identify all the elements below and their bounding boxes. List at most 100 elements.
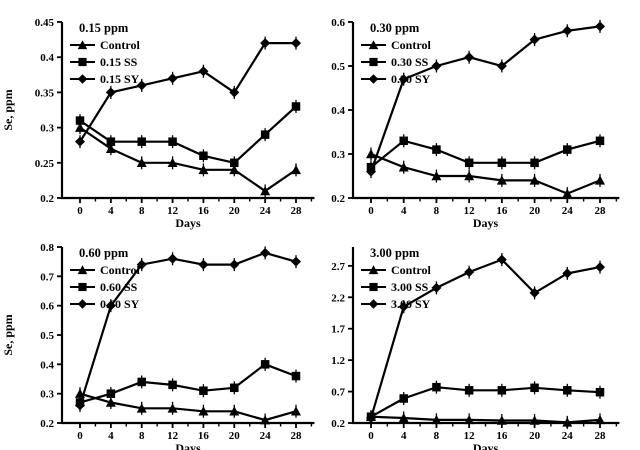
x-tick-label: 16 [198,205,210,217]
x-tick-label: 12 [464,430,476,442]
legend: 0.60 ppm Control 0.60 SS 0.60 SY [70,246,140,311]
y-tick-label: 0.8 [40,242,54,254]
diamond-legend-marker-icon [77,74,88,84]
diamond-marker-icon [167,253,178,264]
triangle-marker-icon [75,122,85,132]
x-tick-label: 12 [464,205,476,217]
square-marker-icon [399,136,408,146]
y-tick-label: 0.5 [40,330,54,342]
diamond-legend-marker-icon [368,74,379,84]
y-tick-label: 0.3 [331,149,345,161]
series-control [75,121,301,198]
diamond-marker-icon [496,61,507,71]
legend-label: 0.30 SY [391,72,431,86]
x-tick-label: 8 [139,430,145,442]
legend-label: 0.30 SS [391,55,429,69]
triangle-marker-icon [431,171,442,181]
chart-title: 0.30 ppm [370,21,420,35]
y-tick-label: 0.3 [40,389,54,401]
square-marker-icon [168,137,177,146]
y-tick-label: 1.7 [331,324,345,336]
diamond-marker-icon [398,74,409,85]
triangle-legend-marker-icon [368,40,379,50]
x-axis-label: Days [473,216,499,230]
triangle-marker-icon [105,397,116,407]
triangle-marker-icon [291,406,301,416]
series-line [79,41,296,143]
chart-0-15-ppm: 0.2 0.25 0.3 0.35 0.4 0.45 0 4 8 12 16 20 24 28 Days Se… [1,17,315,230]
y-tick-label: 0.4 [40,359,54,371]
x-tick-label: 0 [368,430,374,442]
square-marker-icon [595,387,605,397]
triangle-marker-icon [496,175,507,185]
diamond-marker-icon [75,136,85,147]
legend-label: Control [100,263,140,277]
y-tick-label: 0.3 [40,123,54,135]
square-marker-icon [563,145,572,154]
diamond-marker-icon [562,268,573,279]
square-marker-icon [230,158,239,168]
y-tick-label: 0.35 [35,87,55,99]
y-tick-label: 0.25 [35,158,55,170]
series-line [370,415,601,424]
y-tick-label: 0.7 [331,387,345,399]
square-marker-icon [497,158,507,168]
legend-label: Control [391,263,431,277]
series-control [75,387,301,427]
x-tick-label: 8 [434,205,440,217]
y-tick-label: 0.7 [40,271,54,283]
diamond-legend-marker-icon [368,299,379,309]
x-axis-label: Days [473,441,499,450]
series-line [78,251,297,406]
x-tick-label: 16 [198,430,210,442]
legend-label: 0.15 SS [100,55,138,69]
diamond-marker-icon [198,66,209,77]
axes: 0.2 0.3 0.4 0.5 0.6 0.7 0.8 0 4 8 12 16 20 24 28 Days Se… [1,242,315,450]
series-line [79,392,297,422]
series-line [370,139,601,169]
square-marker-icon [595,136,605,146]
diamond-marker-icon [595,262,605,273]
square-marker-icon [168,380,177,390]
axes: 0.2 0.3 0.4 0.5 0.6 0 4 8 12 16 20 24 28 Days [331,17,620,230]
y-tick-label: 2.7 [331,261,345,273]
diamond-marker-icon [464,267,475,278]
series-3-00-ss [366,380,605,424]
axes: 0.2 0.7 1.2 1.7 2.2 2.7 0 4 8 12 16 20 24 28 Days [331,247,620,450]
series-line [370,152,601,195]
square-legend-marker-icon [369,282,378,292]
y-axis-label: Se, ppm [1,314,15,355]
square-marker-icon [260,360,270,369]
triangle-marker-icon [562,417,573,427]
square-marker-icon [432,382,441,392]
x-tick-label: 8 [434,430,440,442]
x-tick-label: 28 [291,430,303,442]
square-marker-icon [497,386,507,395]
chart-3-00-ppm: 0.2 0.7 1.2 1.7 2.2 2.7 0 4 8 12 16 20 24 28 Days 3.00 … [331,246,620,450]
triangle-marker-icon [167,157,178,168]
y-tick-label: 0.45 [35,17,55,29]
x-tick-label: 0 [368,205,374,217]
triangle-marker-icon [464,414,475,425]
x-tick-label: 28 [595,205,607,217]
square-marker-icon [199,151,208,161]
series-0-15-sy [75,36,301,149]
triangle-marker-icon [366,149,376,159]
legend-label: 3.00 SS [391,280,429,294]
series-line [369,25,601,172]
y-tick-label: 0.2 [40,193,54,205]
x-tick-label: 20 [529,430,541,442]
triangle-marker-icon [198,164,209,175]
diamond-marker-icon [136,259,147,270]
y-tick-label: 0.4 [331,105,345,117]
square-marker-icon [106,389,116,398]
x-tick-label: 0 [77,430,83,442]
x-tick-label: 28 [291,205,303,217]
x-tick-label: 24 [562,205,574,217]
triangle-marker-icon [431,414,442,425]
square-marker-icon [260,130,270,139]
x-tick-label: 4 [401,205,407,217]
chart-title: 0.15 ppm [79,21,129,35]
triangle-marker-icon [167,403,178,413]
